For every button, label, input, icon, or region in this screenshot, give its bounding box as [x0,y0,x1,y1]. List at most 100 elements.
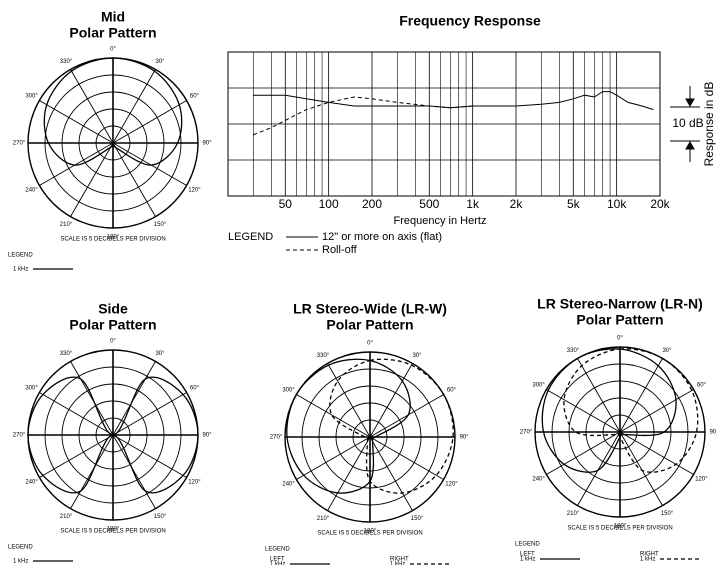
spoke [369,436,444,480]
legend-sublabel: 1 kHz [270,562,285,565]
spoke [577,358,621,433]
spoke [112,361,156,436]
angle-label: 150° [154,514,167,520]
y-axis-label: Response in dB [702,82,716,167]
angle-label: 330° [60,59,73,65]
x-tick-label: 200 [362,197,382,211]
spoke [112,434,187,478]
x-tick-label: 50 [279,197,293,211]
spoke [296,436,371,480]
polar-curve [286,358,411,494]
spoke [327,436,371,511]
angle-label: 300° [25,94,38,100]
legend-title: LEGEND [228,231,273,243]
spoke [546,431,621,475]
legend-label: LEFT [270,557,285,563]
polar-curve [27,376,199,494]
angle-label: 180° [107,235,120,241]
angle-label: 120° [188,480,201,486]
chart-subtitle: Polar Pattern [576,312,663,328]
scale-note: SCALE IS 5 DECIBELS PER DIVISION [60,237,165,243]
x-tick-label: 20k [650,197,670,211]
legend-title: LEGEND [8,545,33,551]
chart-title: LR Stereo-Wide (LR-W) [293,301,447,317]
legend-sublabel: 1 kHz [390,562,405,565]
angle-label: 60° [697,383,707,389]
angle-label: 60° [447,388,457,394]
chart-subtitle: Polar Pattern [69,25,156,41]
spoke [619,431,694,475]
angle-label: 300° [532,383,545,389]
spoke [39,142,114,186]
legend-title: LEGEND [8,253,33,259]
chart-title: Frequency Response [399,13,541,29]
angle-label: 330° [60,351,73,357]
legend-label: 1 kHz [13,559,28,565]
angle-label: 90° [459,435,469,441]
angle-label: 60° [190,386,200,392]
x-tick-label: 500 [419,197,439,211]
angle-label: 90° [202,141,212,147]
x-tick-label: 10k [607,197,627,211]
angle-label: 240° [282,482,295,488]
angle-label: 270° [270,435,283,441]
spoke [112,100,187,144]
legend-title: LEGEND [265,547,290,553]
angle-label: 60° [190,94,200,100]
angle-label: 240° [25,480,38,486]
response-line [253,96,473,136]
legend-label: 1 kHz [13,267,28,273]
spoke [112,69,156,144]
legend-title: LEGEND [515,542,540,548]
polar-curve [541,348,677,473]
scale-annotation: 10 dB [672,116,703,130]
chart-title: Side [98,301,128,317]
legend-label: RIGHT [390,557,409,563]
spoke [619,431,663,506]
spoke [619,389,694,433]
scale-note: SCALE IS 5 DECIBELS PER DIVISION [317,531,422,537]
spoke [70,142,114,217]
angle-label: 180° [364,529,377,535]
scale-note: SCALE IS 5 DECIBELS PER DIVISION [60,529,165,535]
spoke [296,394,371,438]
spoke [39,392,114,436]
x-axis-label: Frequency in Hertz [394,215,487,227]
angle-label: 90° [202,433,212,439]
scale-arrows [670,86,700,162]
polar-curve [329,358,454,494]
spoke [369,394,444,438]
spoke [70,69,114,144]
response-line [253,91,654,111]
angle-label: 210° [60,222,73,228]
angle-label: 150° [661,511,674,517]
spoke [369,363,413,438]
spoke [546,389,621,433]
angle-label: 270° [13,433,26,439]
angle-label: 180° [614,524,627,530]
legend-label: LEFT [520,552,535,558]
legend-label: Roll-off [322,244,358,256]
angle-label: 0° [110,339,116,345]
spoke [39,434,114,478]
polar-curve [563,348,699,473]
spoke [327,363,371,438]
polar-curve [43,57,183,166]
chart-subtitle: Polar Pattern [69,317,156,333]
angle-label: 90° [709,430,716,436]
angle-label: 30° [155,59,165,65]
angle-label: 120° [188,188,201,194]
x-tick-label: 1k [466,197,480,211]
spoke [39,100,114,144]
angle-label: 210° [567,511,580,517]
chart-title: LR Stereo-Narrow (LR-N) [537,296,703,312]
angle-label: 120° [695,477,708,483]
angle-label: 330° [567,348,580,354]
spoke [619,358,663,433]
spoke [112,142,187,186]
angle-label: 0° [110,47,116,53]
angle-label: 300° [25,386,38,392]
angle-label: 210° [60,514,73,520]
legend-sublabel: 1 kHz [520,557,535,563]
